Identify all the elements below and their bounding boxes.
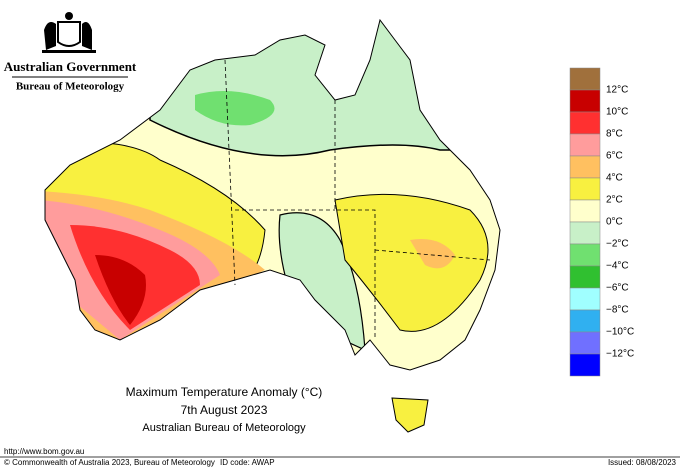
legend-label: −12°C bbox=[606, 349, 634, 360]
legend: 12°C 10°C 8°C 6°C 4°C 2°C 0°C −2°C −4°C −6°C −8°C −… bbox=[569, 67, 634, 377]
legend-label: −6°C bbox=[606, 283, 629, 294]
legend-label: −2°C bbox=[606, 239, 629, 250]
legend-label: 4°C bbox=[606, 173, 623, 184]
legend-swatch bbox=[569, 199, 601, 223]
url: http://www.bom.gov.au bbox=[4, 447, 84, 456]
legend-label: 6°C bbox=[606, 151, 623, 162]
legend-swatch bbox=[569, 287, 601, 311]
map-source: Australian Bureau of Meteorology bbox=[142, 422, 306, 434]
legend-label: −10°C bbox=[606, 327, 634, 338]
map-date: 7th August 2023 bbox=[181, 403, 268, 417]
legend-swatch bbox=[569, 111, 601, 135]
legend-label: 8°C bbox=[606, 129, 623, 140]
legend-label: 2°C bbox=[606, 195, 623, 206]
id-code: ID code: AWAP bbox=[220, 458, 275, 467]
legend-swatch bbox=[569, 221, 601, 245]
legend-swatch bbox=[569, 177, 601, 201]
map-title: Maximum Temperature Anomaly (°C) bbox=[126, 385, 323, 399]
legend-label: −8°C bbox=[606, 305, 629, 316]
legend-swatch bbox=[569, 309, 601, 333]
government: Australian Government bbox=[4, 59, 137, 74]
legend-swatch bbox=[569, 353, 601, 377]
legend-label: 12°C bbox=[606, 85, 628, 96]
legend-label: 10°C bbox=[606, 107, 628, 118]
legend-swatch bbox=[569, 265, 601, 289]
agency: Bureau of Meteorology bbox=[16, 81, 125, 93]
coat-of-arms bbox=[42, 12, 96, 53]
issued: Issued: 08/08/2023 bbox=[608, 458, 677, 467]
legend-swatch bbox=[569, 67, 601, 91]
legend-swatch bbox=[569, 89, 601, 113]
legend-label: −4°C bbox=[606, 261, 629, 272]
legend-swatch bbox=[569, 331, 601, 355]
legend-swatch bbox=[569, 155, 601, 179]
copyright: © Commonwealth of Australia 2023, Bureau… bbox=[4, 458, 215, 467]
legend-label: 0°C bbox=[606, 217, 623, 228]
legend-swatch bbox=[569, 133, 601, 157]
legend-swatch bbox=[569, 243, 601, 267]
